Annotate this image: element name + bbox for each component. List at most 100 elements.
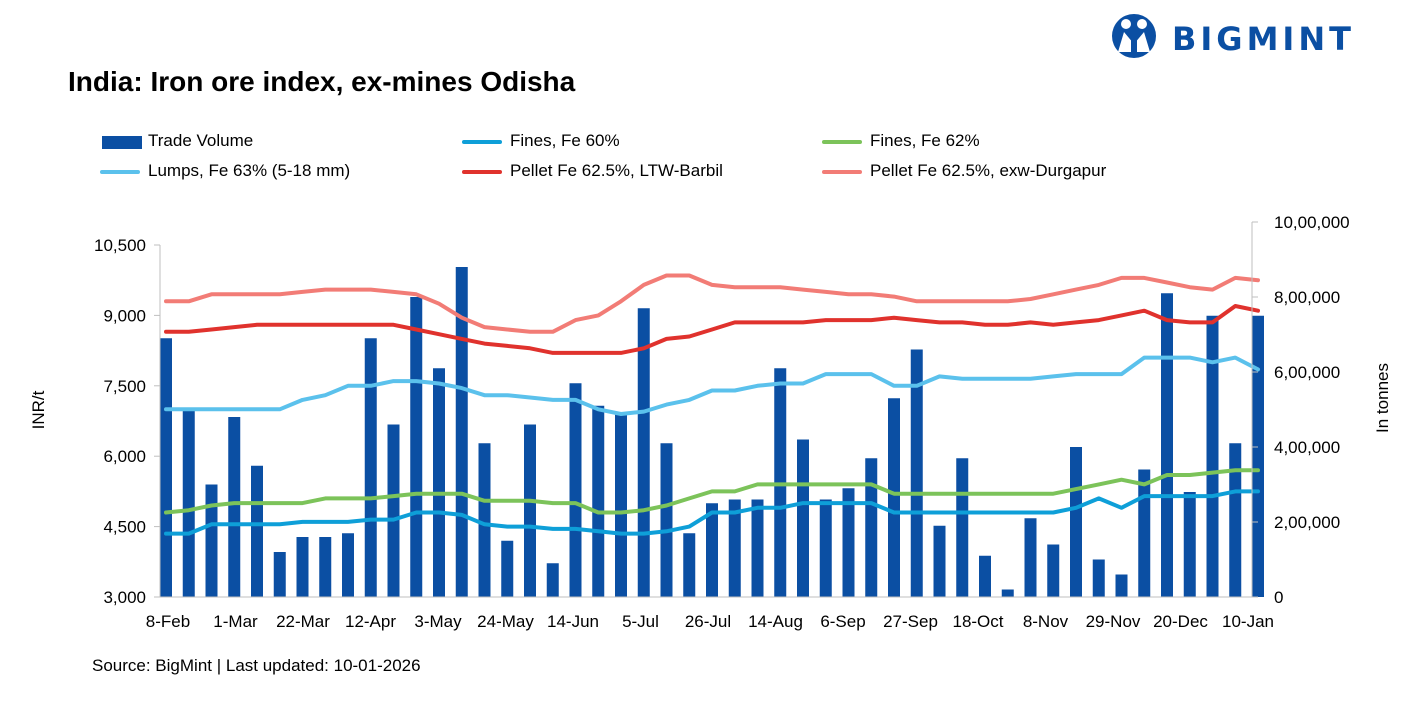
trade-volume-bar <box>1115 574 1128 597</box>
legend-label: Pellet Fe 62.5%, exw-Durgapur <box>870 161 1107 180</box>
chart-title: India: Iron ore index, ex-mines Odisha <box>68 66 576 97</box>
trade-volume-bar <box>1092 559 1105 597</box>
trade-volume-bar <box>933 525 946 597</box>
trade-volume-bar <box>706 503 718 597</box>
series-line <box>164 489 1260 536</box>
y2-tick-label: 10,00,000 <box>1274 213 1350 232</box>
trade-volume-bar <box>182 409 195 597</box>
legend-label: Trade Volume <box>148 131 254 150</box>
trade-volume-bar <box>524 424 536 597</box>
trade-volume-bar <box>205 484 218 597</box>
y-axis-title: INR/t <box>29 390 48 429</box>
trade-volume-bar <box>1138 469 1151 597</box>
trade-volume-bar <box>410 297 423 597</box>
x-tick-label: 5-Jul <box>622 612 659 631</box>
y2-tick-label: 4,00,000 <box>1274 438 1340 457</box>
trade-volume-bar <box>387 424 400 597</box>
brand-logo <box>1110 10 1380 66</box>
series-line <box>164 304 1260 355</box>
x-tick-label: 6-Sep <box>820 612 865 631</box>
trade-volume-bar <box>501 540 514 597</box>
x-tick-label: 26-Jul <box>685 612 731 631</box>
trade-volume-bar <box>1024 518 1037 597</box>
trade-volume-bar <box>251 465 263 597</box>
legend-label: Fines, Fe 60% <box>510 131 620 150</box>
y2-tick-label: 2,00,000 <box>1274 513 1340 532</box>
y2-axis-title: In tonnes <box>1373 363 1392 433</box>
legend-swatch-line <box>462 170 502 174</box>
trade-volume-bar <box>797 439 809 597</box>
x-tick-label: 14-Aug <box>748 612 803 631</box>
trade-volume-bar <box>637 308 650 597</box>
legend-swatch-line <box>462 140 502 144</box>
trade-volume-bar <box>1047 544 1060 597</box>
trade-volume-bar <box>865 458 878 597</box>
trade-volume-bar <box>1161 293 1173 597</box>
x-tick-label: 10-Jan <box>1222 612 1274 631</box>
trade-volume-bar <box>478 443 491 597</box>
trade-volume-bar <box>592 405 605 597</box>
trade-volume-bar <box>728 499 741 597</box>
legend-label: Pellet Fe 62.5%, LTW-Barbil <box>510 161 723 180</box>
trade-volume-bar <box>842 488 855 597</box>
trade-volume-bar <box>1206 315 1219 597</box>
trade-volume-bar <box>751 499 764 597</box>
legend-label: Fines, Fe 62% <box>870 131 980 150</box>
trade-volume-bar <box>1001 589 1014 597</box>
x-tick-label: 27-Sep <box>883 612 938 631</box>
bar-series <box>160 267 1264 597</box>
legend-swatch-line <box>100 170 140 174</box>
x-tick-label: 22-Mar <box>276 612 330 631</box>
trade-volume-bar <box>979 555 991 597</box>
trade-volume-bar <box>433 368 445 597</box>
trade-volume-bar <box>296 537 309 597</box>
trade-volume-bar <box>615 413 627 597</box>
y-tick-label: 3,000 <box>103 588 146 607</box>
y-tick-label: 6,000 <box>103 447 146 466</box>
trade-volume-bar <box>683 533 696 597</box>
y-tick-label: 4,500 <box>103 518 146 537</box>
legend-label: Lumps, Fe 63% (5-18 mm) <box>148 161 351 180</box>
brand-name: BIGMINT <box>1172 20 1355 58</box>
x-tick-label: 3-May <box>414 612 462 631</box>
trade-volume-bar <box>364 338 377 597</box>
series-line <box>164 273 1260 334</box>
y2-tick-label: 8,00,000 <box>1274 288 1340 307</box>
x-tick-label: 1-Mar <box>213 612 258 631</box>
series-line <box>164 355 1260 416</box>
trade-volume-bar <box>888 398 900 597</box>
series-line <box>164 468 1260 515</box>
y-tick-label: 9,000 <box>103 306 146 325</box>
trade-volume-bar <box>319 537 332 597</box>
trade-volume-bar <box>228 417 241 597</box>
y-tick-label: 7,500 <box>103 377 146 396</box>
x-tick-label: 24-May <box>477 612 534 631</box>
trade-volume-bar <box>569 383 582 597</box>
x-tick-label: 8-Nov <box>1023 612 1069 631</box>
y2-tick-label: 6,00,000 <box>1274 363 1340 382</box>
trade-volume-bar <box>1183 492 1196 597</box>
x-tick-label: 12-Apr <box>345 612 396 631</box>
trade-volume-bar <box>546 563 559 597</box>
trade-volume-bar <box>956 458 969 597</box>
x-tick-label: 14-Jun <box>547 612 599 631</box>
trade-volume-bar <box>342 533 354 597</box>
legend-swatch-line <box>822 140 862 144</box>
y2-tick-label: 0 <box>1274 588 1283 607</box>
trade-volume-bar <box>1252 315 1264 597</box>
source-note: Source: BigMint | Last updated: 10-01-20… <box>92 656 421 675</box>
trade-volume-bar <box>660 443 673 597</box>
trade-volume-bar <box>910 349 923 597</box>
trade-volume-bar <box>160 338 172 597</box>
x-tick-label: 8-Feb <box>146 612 190 631</box>
trade-volume-bar <box>1070 447 1082 597</box>
logo-icon <box>1112 14 1156 58</box>
trade-volume-bar <box>1229 443 1242 597</box>
x-tick-label: 29-Nov <box>1086 612 1141 631</box>
axes: 3,000 4,500 6,000 7,500 9,000 10,500 0 2,00,000… <box>29 213 1392 631</box>
x-tick-label: 20-Dec <box>1153 612 1208 631</box>
trade-volume-bar <box>819 499 832 597</box>
y-tick-label: 10,500 <box>94 236 146 255</box>
legend-swatch-bar <box>102 136 142 149</box>
